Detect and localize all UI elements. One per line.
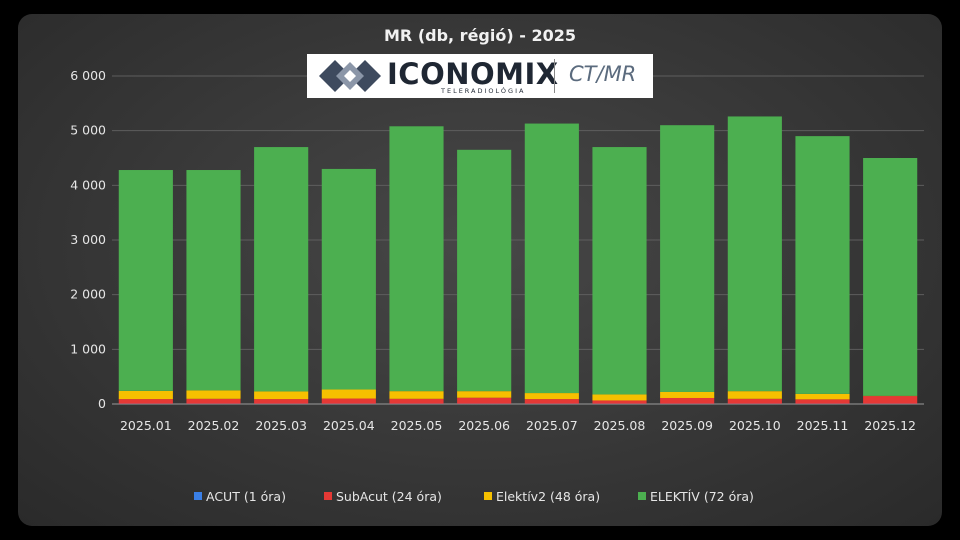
bar-segment xyxy=(321,168,376,390)
x-tick-label: 2025.05 xyxy=(391,418,443,433)
logo-name: ICONOMIX xyxy=(387,57,559,91)
bar-segment xyxy=(254,391,309,400)
x-tick-label: 2025.01 xyxy=(120,418,172,433)
bar-segment xyxy=(389,126,444,392)
x-tick-label: 2025.02 xyxy=(188,418,240,433)
x-tick-label: 2025.11 xyxy=(797,418,849,433)
bar-segment xyxy=(727,391,782,399)
bar-segment xyxy=(795,399,850,404)
bar-segment xyxy=(863,396,918,404)
y-axis-ticks: 0 1 000 2 000 3 000 4 000 5 000 6 000 xyxy=(70,68,106,411)
x-tick-label: 2025.06 xyxy=(458,418,510,433)
legend: ACUT (1 óra) SubAcut (24 óra) Elektív2 (48… xyxy=(194,489,754,504)
legend-label: ACUT (1 óra) xyxy=(206,489,286,504)
chart-title: MR (db, régió) - 2025 xyxy=(384,26,576,45)
y-tick-label: 5 000 xyxy=(70,123,106,138)
bar-segment xyxy=(321,389,376,399)
bar-segment xyxy=(118,170,173,391)
bar-segment xyxy=(186,398,241,404)
legend-swatch xyxy=(484,492,492,500)
bar-segment xyxy=(457,397,512,404)
bar-segment xyxy=(118,399,173,404)
bar-segment xyxy=(660,397,715,404)
gridlines xyxy=(112,75,924,405)
bars xyxy=(118,116,918,404)
logo-subtitle: TELERADIOLÓGIA xyxy=(441,87,526,95)
x-tick-label: 2025.03 xyxy=(255,418,307,433)
x-tick-label: 2025.07 xyxy=(526,418,578,433)
bar-segment xyxy=(592,400,647,404)
bar-segment xyxy=(660,391,715,398)
y-tick-label: 6 000 xyxy=(70,68,106,83)
y-tick-label: 2 000 xyxy=(70,287,106,302)
legend-label: ELEKTÍV (72 óra) xyxy=(650,489,754,504)
legend-label: SubAcut (24 óra) xyxy=(336,489,442,504)
legend-swatch xyxy=(194,492,202,500)
iconomix-logo: ICONOMIX TELERADIOLÓGIA CT/MR xyxy=(307,54,653,98)
legend-swatch xyxy=(638,492,646,500)
bar-segment xyxy=(727,116,782,392)
bar-segment xyxy=(524,393,579,400)
bar-segment xyxy=(592,394,647,401)
x-tick-label: 2025.10 xyxy=(729,418,781,433)
bar-segment xyxy=(321,398,376,404)
x-tick-label: 2025.09 xyxy=(661,418,713,433)
bar-segment xyxy=(389,398,444,404)
x-tick-label: 2025.12 xyxy=(864,418,916,433)
bar-segment xyxy=(727,398,782,404)
y-tick-label: 0 xyxy=(98,396,106,411)
bar-segment xyxy=(795,393,850,400)
bar-segment xyxy=(457,391,512,398)
bar-segment xyxy=(186,170,241,391)
logo-tag: CT/MR xyxy=(569,62,637,86)
x-tick-label: 2025.08 xyxy=(594,418,646,433)
bar-segment xyxy=(254,147,309,392)
bar-segment xyxy=(118,390,173,400)
x-axis-ticks: 2025.01 2025.02 2025.03 2025.04 2025.05 2025.… xyxy=(120,418,916,433)
y-tick-label: 3 000 xyxy=(70,232,106,247)
bar-segment xyxy=(795,136,850,394)
bar-segment xyxy=(592,147,647,395)
bar-segment xyxy=(186,390,241,399)
logo-divider xyxy=(554,59,555,93)
bar-segment xyxy=(863,158,918,396)
y-tick-label: 4 000 xyxy=(70,177,106,192)
legend-swatch xyxy=(324,492,332,500)
bar-segment xyxy=(524,399,579,404)
bar-segment xyxy=(660,125,715,392)
iconomix-diamond-icon xyxy=(319,60,381,92)
legend-label: Elektív2 (48 óra) xyxy=(496,489,600,504)
bar-segment xyxy=(254,399,309,404)
x-tick-label: 2025.04 xyxy=(323,418,375,433)
bar-segment xyxy=(457,149,512,392)
y-tick-label: 1 000 xyxy=(70,341,106,356)
bar-segment xyxy=(389,391,444,399)
bar-segment xyxy=(524,123,579,394)
